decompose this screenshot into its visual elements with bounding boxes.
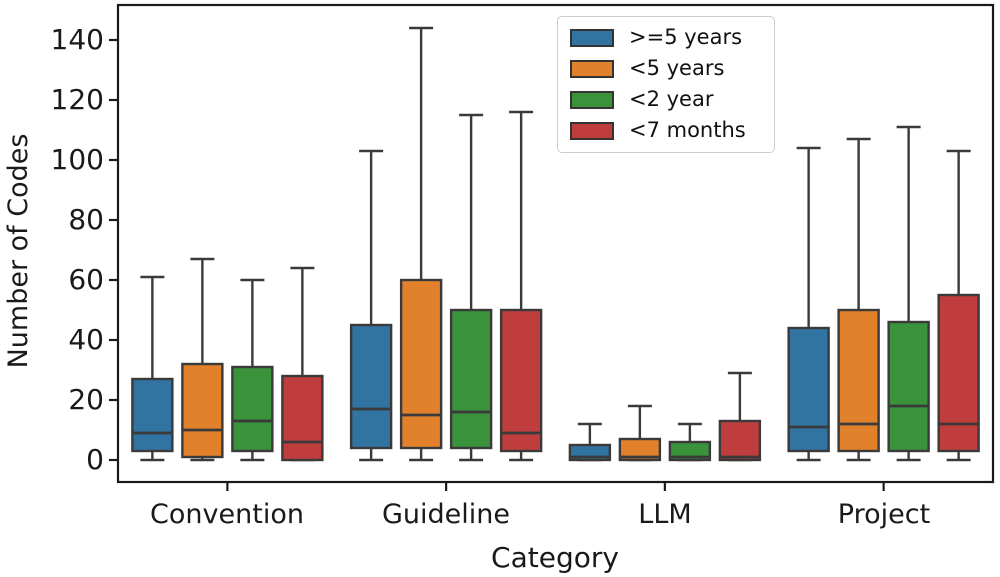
y-tick-label: 0 <box>86 443 104 476</box>
x-axis-title: Category <box>491 541 619 574</box>
legend-label: >=5 years <box>629 25 743 49</box>
legend-label: <2 year <box>629 87 714 111</box>
x-tick-label-convention: Convention <box>150 499 304 530</box>
legend-item: >=5 years <box>558 22 774 53</box>
y-tick-label: 120 <box>50 83 104 116</box>
y-tick-label: 20 <box>68 383 104 416</box>
y-tick-label: 80 <box>68 203 104 236</box>
y-tick-label: 40 <box>68 323 104 356</box>
legend-swatch-ge5-years <box>570 28 614 47</box>
y-tick-label: 60 <box>68 263 104 296</box>
legend-item: <5 years <box>558 53 774 84</box>
legend-item: <7 months <box>558 115 774 146</box>
legend-swatch-lt5-years <box>570 59 614 78</box>
legend: >=5 years <5 years <2 year <7 months <box>557 16 775 153</box>
y-tick-label: 140 <box>50 23 104 56</box>
y-tick-label: 100 <box>50 143 104 176</box>
legend-swatch-lt2-year <box>570 90 614 109</box>
x-tick-label-guideline: Guideline <box>381 499 510 530</box>
x-tick-label-llm: LLM <box>638 499 692 530</box>
legend-label: <5 years <box>629 56 725 80</box>
y-axis-title: Number of Codes <box>3 133 34 369</box>
legend-label: <7 months <box>629 118 746 142</box>
x-tick-label-project: Project <box>837 499 931 530</box>
legend-swatch-lt7-months <box>570 121 614 140</box>
legend-item: <2 year <box>558 84 774 115</box>
